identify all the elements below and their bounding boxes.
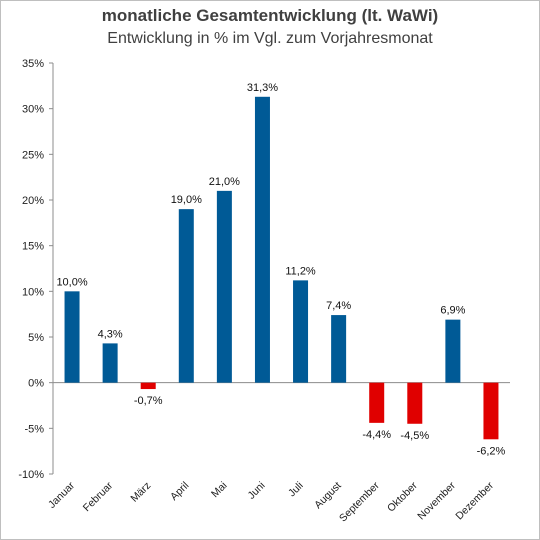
bar — [102, 343, 118, 383]
data-label: 4,3% — [98, 328, 123, 340]
bar — [407, 382, 423, 424]
x-tick-label: Februar — [81, 479, 116, 514]
bar — [483, 382, 499, 440]
y-tick-label: 0% — [28, 378, 44, 390]
y-tick-label: 5% — [28, 332, 44, 344]
y-tick-label: -10% — [18, 469, 44, 481]
bar — [216, 190, 232, 383]
data-label: 11,2% — [285, 265, 316, 277]
x-tick-label: März — [128, 480, 153, 505]
y-tick-label: 35% — [22, 58, 44, 70]
bar — [254, 96, 270, 383]
data-label: 6,9% — [440, 305, 465, 317]
bar — [369, 382, 385, 423]
data-label: -4,4% — [362, 429, 391, 441]
y-tick-label: 25% — [22, 149, 44, 161]
chart-title: monatliche Gesamtentwicklung (lt. WaWi) — [101, 6, 439, 25]
data-label: 31,3% — [247, 82, 278, 94]
chart-subtitle: Entwicklung in % im Vgl. zum Vorjahresmo… — [107, 30, 433, 47]
bar — [331, 315, 347, 383]
bar — [140, 382, 156, 390]
y-tick-label: -5% — [24, 423, 44, 435]
x-tick-label: Dezember — [453, 479, 496, 522]
x-tick-label: Januar — [46, 479, 78, 511]
x-tick-label: August — [312, 480, 344, 512]
x-tick-label: Juli — [286, 480, 306, 500]
data-label: -4,5% — [400, 430, 429, 442]
x-tick-label: Juni — [245, 480, 267, 502]
y-tick-label: 30% — [22, 104, 44, 116]
y-tick-label: 15% — [22, 241, 44, 253]
x-tick-label: November — [415, 479, 458, 522]
y-tick-label: 20% — [22, 195, 44, 207]
x-tick-label: April — [168, 480, 191, 503]
data-label: 10,0% — [56, 276, 87, 288]
bar — [293, 280, 309, 383]
x-tick-label: Mai — [209, 480, 229, 500]
bar — [178, 209, 194, 383]
data-label: 7,4% — [326, 300, 351, 312]
data-label: -0,7% — [134, 395, 163, 407]
x-tick-label: September — [337, 479, 382, 524]
bar — [64, 291, 80, 383]
x-tick-label: Oktober — [385, 479, 420, 514]
y-tick-label: 10% — [22, 286, 44, 298]
bar — [445, 319, 461, 383]
data-label: 19,0% — [171, 194, 202, 206]
data-label: 21,0% — [209, 176, 240, 188]
data-label: -6,2% — [477, 445, 506, 457]
